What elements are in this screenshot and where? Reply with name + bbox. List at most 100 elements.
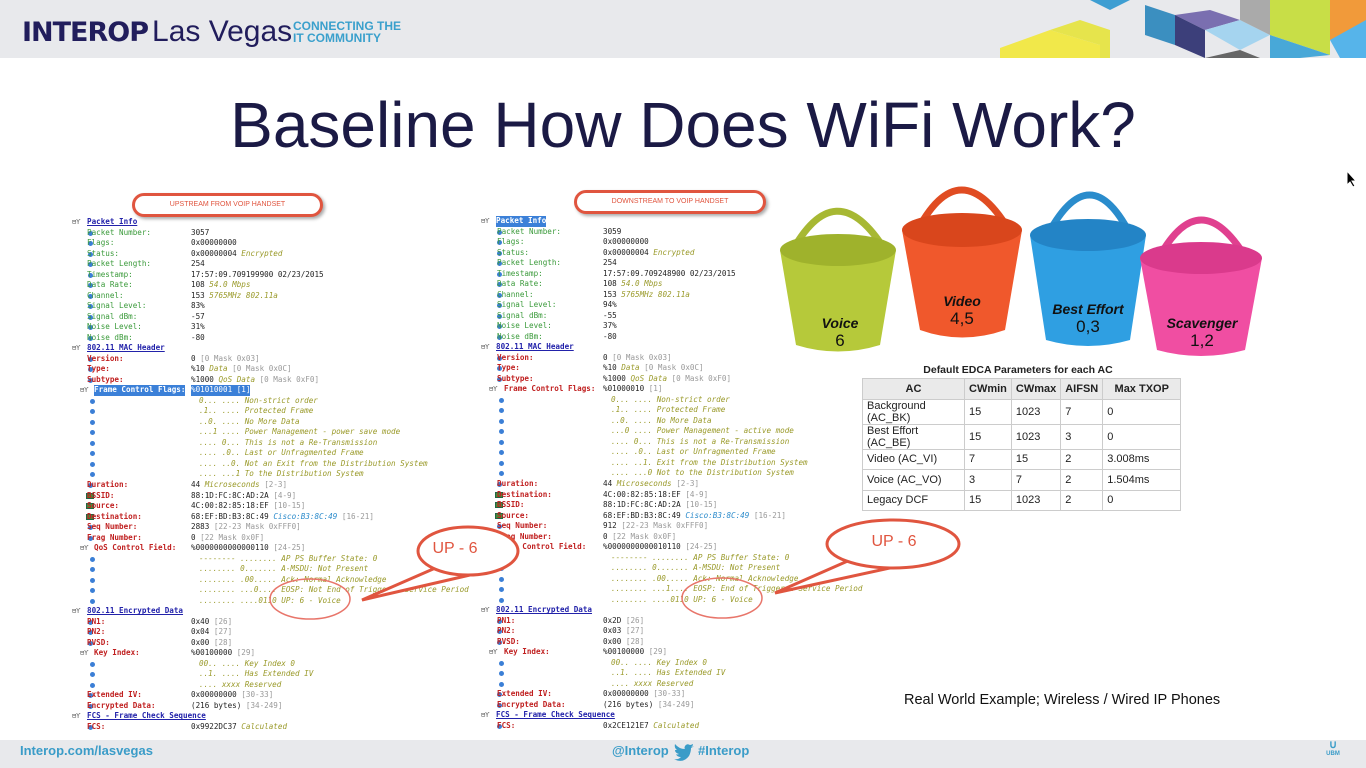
tree-section-row[interactable]: ⊟Ƴ Packet Info <box>481 216 881 227</box>
tree-field-row[interactable]: Version: 0 [0 Mask 0x03] <box>72 354 472 365</box>
collapse-icon[interactable]: ⊟Ƴ <box>72 218 81 226</box>
tree-section-row[interactable]: ⊟Ƴ FCS - Frame Check Sequence <box>481 710 881 721</box>
tree-bit-row[interactable]: ..1. .... Has Extended IV <box>72 669 472 680</box>
tree-field-row[interactable]: Source: 4C:00:82:85:18:EF [10-15] <box>72 501 472 512</box>
tree-bit-row[interactable]: ..1. .... Has Extended IV <box>481 668 881 679</box>
collapse-icon[interactable]: ⊟Ƴ <box>489 543 498 552</box>
tree-field-row[interactable]: Signal dBm: -57 <box>72 312 472 323</box>
tree-field-row[interactable]: Status: 0x00000004 Encrypted <box>72 249 472 260</box>
tree-bit-row[interactable]: .... ..0. Not an Exit from the Distribut… <box>72 459 472 470</box>
collapse-icon[interactable]: ⊟Ƴ <box>481 711 490 720</box>
tree-field-row[interactable]: Duration: 44 Microseconds [2-3] <box>481 479 881 490</box>
tree-field-row[interactable]: Subtype: %1000 QoS Data [0 Mask 0xF0] <box>72 375 472 386</box>
tree-field-row[interactable]: PN1: 0x40 [26] <box>72 617 472 628</box>
tree-field-row[interactable]: Noise Level: 37% <box>481 321 881 332</box>
tree-bit-row[interactable]: .... xxxx Reserved <box>481 679 881 690</box>
tree-section-row[interactable]: ⊟Ƴ 802.11 MAC Header <box>481 342 881 353</box>
tree-bit-row[interactable]: .... 0... This is not a Re-Transmission <box>72 438 472 449</box>
tree-field-row[interactable]: PN2: 0x03 [27] <box>481 626 881 637</box>
tree-field-row[interactable]: Seq Number: 2883 [22-23 Mask 0xFFF0] <box>72 522 472 533</box>
tree-field-row[interactable]: Destination: 68:EF:BD:B3:8C:49 Cisco:B3:8… <box>72 512 472 523</box>
tree-bit-row[interactable]: .1.. .... Protected Frame <box>481 405 881 416</box>
tree-field-row[interactable]: Flags: 0x00000000 <box>481 237 881 248</box>
tree-field-row[interactable]: Status: 0x00000004 Encrypted <box>481 248 881 259</box>
tree-field-row[interactable]: RVSD: 0x00 [28] <box>481 637 881 648</box>
tree-section-row[interactable]: ⊟Ƴ 802.11 MAC Header <box>72 343 472 354</box>
tree-field-row[interactable]: Channel: 153 5765MHz 802.11a <box>481 290 881 301</box>
tree-field-row[interactable]: ⊟Ƴ Key Index: %00100000 [29] <box>481 647 881 658</box>
tree-field-row[interactable]: Data Rate: 108 54.0 Mbps <box>72 280 472 291</box>
tree-section-row[interactable]: ⊟Ƴ 802.11 Encrypted Data <box>481 605 881 616</box>
tree-field-row[interactable]: ⊟Ƴ QoS Control Field: %0000000000010110 [2… <box>481 542 881 553</box>
tree-section-row[interactable]: ⊟Ƴ 802.11 Encrypted Data <box>72 606 472 617</box>
tree-field-row[interactable]: Data Rate: 108 54.0 Mbps <box>481 279 881 290</box>
tree-field-row[interactable]: Version: 0 [0 Mask 0x03] <box>481 353 881 364</box>
tree-bit-row[interactable]: ........ ....0110 UP: 6 - Voice <box>72 596 472 607</box>
tree-field-row[interactable]: ⊟Ƴ Key Index: %00100000 [29] <box>72 648 472 659</box>
collapse-icon[interactable]: ⊟Ƴ <box>481 606 490 615</box>
tree-field-row[interactable]: Flags: 0x00000000 <box>72 238 472 249</box>
tree-field-row[interactable]: Signal Level: 94% <box>481 300 881 311</box>
tree-field-row[interactable]: FCS: 0x9922DC37 Calculated <box>72 722 472 733</box>
tree-field-row[interactable]: BSSID: 88:1D:FC:8C:AD:2A [10-15] <box>481 500 881 511</box>
tree-field-row[interactable]: Extended IV: 0x00000000 [30-33] <box>72 690 472 701</box>
tree-bit-row[interactable]: 0... .... Non-strict order <box>72 396 472 407</box>
tree-section-row[interactable]: ⊟Ƴ Packet Info <box>72 217 472 228</box>
tree-field-row[interactable]: Timestamp: 17:57:09.709248900 02/23/2015 <box>481 269 881 280</box>
tree-field-row[interactable]: ⊟Ƴ Frame Control Flags: %01010001 [1] <box>72 385 472 396</box>
tree-field-row[interactable]: Subtype: %1000 QoS Data [0 Mask 0xF0] <box>481 374 881 385</box>
tree-field-row[interactable]: Duration: 44 Microseconds [2-3] <box>72 480 472 491</box>
tree-bit-row[interactable]: ........ ...1.... EOSP: End of Triggered… <box>481 584 881 595</box>
tree-bit-row[interactable]: .... .0.. Last or Unfragmented Frame <box>72 448 472 459</box>
tree-field-row[interactable]: Source: 68:EF:BD:B3:8C:49 Cisco:B3:8C:49 … <box>481 511 881 522</box>
collapse-icon[interactable]: ⊟Ƴ <box>481 343 490 352</box>
tree-bit-row[interactable]: ..0. .... No More Data <box>481 416 881 427</box>
collapse-icon[interactable]: ⊟Ƴ <box>481 217 490 225</box>
footer-hashtag[interactable]: #Interop <box>698 743 750 758</box>
tree-field-row[interactable]: Noise dBm: -80 <box>72 333 472 344</box>
collapse-icon[interactable]: ⊟Ƴ <box>72 712 81 721</box>
tree-field-row[interactable]: Encrypted Data: (216 bytes) [34-249] <box>481 700 881 711</box>
tree-field-row[interactable]: Type: %10 Data [0 Mask 0x0C] <box>72 364 472 375</box>
tree-bit-row[interactable]: ...0 .... Power Management - active mode <box>481 426 881 437</box>
collapse-icon[interactable]: ⊟Ƴ <box>72 607 81 616</box>
tree-field-row[interactable]: Noise dBm: -80 <box>481 332 881 343</box>
tree-bit-row[interactable]: ........ .00..... Ack: Normal Acknowledg… <box>72 575 472 586</box>
tree-bit-row[interactable]: ........ .00..... Ack: Normal Acknowledg… <box>481 574 881 585</box>
tree-field-row[interactable]: ⊟Ƴ QoS Control Field: %0000000000000110 [2… <box>72 543 472 554</box>
tree-field-row[interactable]: Frag Number: 0 [22 Mask 0x0F] <box>72 533 472 544</box>
tree-bit-row[interactable]: .1.. .... Protected Frame <box>72 406 472 417</box>
tree-field-row[interactable]: FCS: 0x2CE121E7 Calculated <box>481 721 881 732</box>
tree-bit-row[interactable]: 00.. .... Key Index 0 <box>481 658 881 669</box>
tree-field-row[interactable]: BSSID: 88:1D:FC:8C:AD:2A [4-9] <box>72 491 472 502</box>
tree-field-row[interactable]: Signal dBm: -55 <box>481 311 881 322</box>
tree-field-row[interactable]: Type: %10 Data [0 Mask 0x0C] <box>481 363 881 374</box>
tree-field-row[interactable]: Signal Level: 83% <box>72 301 472 312</box>
tree-bit-row[interactable]: ..0. .... No More Data <box>72 417 472 428</box>
footer-twitter-handle[interactable]: @Interop <box>612 743 669 758</box>
tree-field-row[interactable]: Noise Level: 31% <box>72 322 472 333</box>
collapse-icon[interactable]: ⊟Ƴ <box>80 544 89 553</box>
tree-field-row[interactable]: Seq Number: 912 [22-23 Mask 0xFFF0] <box>481 521 881 532</box>
tree-bit-row[interactable]: ........ 0....... A-MSDU: Not Present <box>72 564 472 575</box>
tree-bit-row[interactable]: 00.. .... Key Index 0 <box>72 659 472 670</box>
tree-field-row[interactable]: Packet Number: 3059 <box>481 227 881 238</box>
tree-bit-row[interactable]: .... ...0 Not to the Distribution System <box>481 468 881 479</box>
tree-field-row[interactable]: Packet Number: 3057 <box>72 228 472 239</box>
tree-field-row[interactable]: Packet Length: 254 <box>72 259 472 270</box>
collapse-icon[interactable]: ⊟Ƴ <box>489 385 498 394</box>
collapse-icon[interactable]: ⊟Ƴ <box>489 648 498 657</box>
tree-bit-row[interactable]: .... xxxx Reserved <box>72 680 472 691</box>
tree-bit-row[interactable]: ........ ....0110 UP: 6 - Voice <box>481 595 881 606</box>
tree-field-row[interactable]: Timestamp: 17:57:09.709199900 02/23/2015 <box>72 270 472 281</box>
tree-field-row[interactable]: Frag Number: 0 [22 Mask 0x0F] <box>481 532 881 543</box>
tree-field-row[interactable]: Packet Length: 254 <box>481 258 881 269</box>
tree-bit-row[interactable]: .... ..1. Exit from the Distribution Sys… <box>481 458 881 469</box>
tree-field-row[interactable]: PN2: 0x04 [27] <box>72 627 472 638</box>
tree-field-row[interactable]: Extended IV: 0x00000000 [30-33] <box>481 689 881 700</box>
tree-field-row[interactable]: Encrypted Data: (216 bytes) [34-249] <box>72 701 472 712</box>
tree-field-row[interactable]: ⊟Ƴ Frame Control Flags: %01000010 [1] <box>481 384 881 395</box>
tree-section-row[interactable]: ⊟Ƴ FCS - Frame Check Sequence <box>72 711 472 722</box>
tree-bit-row[interactable]: .... 0... This is not a Re-Transmission <box>481 437 881 448</box>
collapse-icon[interactable]: ⊟Ƴ <box>80 386 89 395</box>
